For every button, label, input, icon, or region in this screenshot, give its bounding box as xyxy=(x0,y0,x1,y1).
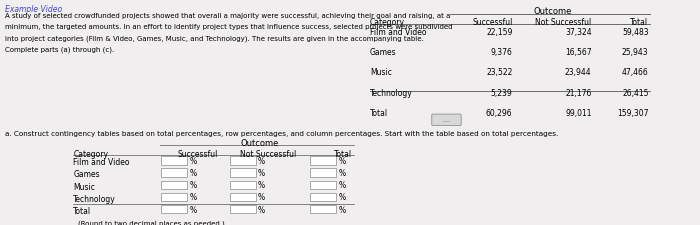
FancyBboxPatch shape xyxy=(230,156,256,165)
Text: 37,324: 37,324 xyxy=(565,27,592,36)
Text: Not Successful: Not Successful xyxy=(240,150,296,159)
Text: %: % xyxy=(258,180,265,189)
Text: A study of selected crowdfunded projects showed that overall a majority were suc: A study of selected crowdfunded projects… xyxy=(5,13,450,19)
Text: %: % xyxy=(338,205,345,214)
FancyBboxPatch shape xyxy=(162,169,187,177)
FancyBboxPatch shape xyxy=(310,205,336,213)
Text: Total: Total xyxy=(334,150,351,159)
Text: 23,944: 23,944 xyxy=(565,68,592,77)
Text: Category: Category xyxy=(370,18,405,27)
Text: %: % xyxy=(258,168,265,177)
Text: 23,522: 23,522 xyxy=(486,68,512,77)
Text: 22,159: 22,159 xyxy=(486,27,512,36)
Text: Outcome: Outcome xyxy=(533,7,572,16)
Text: Games: Games xyxy=(370,48,397,57)
Text: Successful: Successful xyxy=(178,150,218,159)
Text: 9,376: 9,376 xyxy=(491,48,512,57)
Text: %: % xyxy=(190,193,197,202)
Text: Outcome: Outcome xyxy=(240,138,279,147)
FancyBboxPatch shape xyxy=(162,181,187,189)
FancyBboxPatch shape xyxy=(230,181,256,189)
FancyBboxPatch shape xyxy=(310,181,336,189)
Text: (Round to two decimal places as needed.): (Round to two decimal places as needed.) xyxy=(78,220,225,225)
Text: Music: Music xyxy=(74,182,95,191)
FancyBboxPatch shape xyxy=(310,169,336,177)
Text: %: % xyxy=(338,180,345,189)
FancyBboxPatch shape xyxy=(230,205,256,213)
Text: 25,943: 25,943 xyxy=(622,48,649,57)
Text: Technology: Technology xyxy=(74,194,116,203)
Text: %: % xyxy=(258,193,265,202)
Text: Not Successful: Not Successful xyxy=(536,18,592,27)
Text: 47,466: 47,466 xyxy=(622,68,649,77)
Text: 5,239: 5,239 xyxy=(491,88,512,97)
FancyBboxPatch shape xyxy=(230,193,256,201)
Text: %: % xyxy=(190,180,197,189)
Text: %: % xyxy=(258,156,265,165)
Text: %: % xyxy=(338,156,345,165)
Text: minimum, the targeted amounts. In an effort to identify project types that influ: minimum, the targeted amounts. In an eff… xyxy=(5,24,452,30)
Text: 159,307: 159,307 xyxy=(617,109,649,118)
Text: Music: Music xyxy=(370,68,392,77)
Text: %: % xyxy=(190,156,197,165)
Text: into project categories (Film & Video, Games, Music, and Technology). The result: into project categories (Film & Video, G… xyxy=(5,35,423,41)
Text: Category: Category xyxy=(74,150,108,159)
Text: 21,176: 21,176 xyxy=(565,88,592,97)
Text: %: % xyxy=(338,193,345,202)
Text: 59,483: 59,483 xyxy=(622,27,649,36)
Text: %: % xyxy=(258,205,265,214)
Text: Total: Total xyxy=(631,18,649,27)
FancyBboxPatch shape xyxy=(310,156,336,165)
Text: Total: Total xyxy=(74,206,92,215)
FancyBboxPatch shape xyxy=(432,115,461,126)
Text: a. Construct contingency tables based on total percentages, row percentages, and: a. Construct contingency tables based on… xyxy=(5,131,558,137)
Text: Example Video: Example Video xyxy=(5,5,62,14)
Text: 26,415: 26,415 xyxy=(622,88,649,97)
Text: Film and Video: Film and Video xyxy=(370,27,426,36)
FancyBboxPatch shape xyxy=(310,193,336,201)
Text: 99,011: 99,011 xyxy=(565,109,592,118)
Text: Games: Games xyxy=(74,170,100,179)
FancyBboxPatch shape xyxy=(162,156,187,165)
Text: 16,567: 16,567 xyxy=(565,48,592,57)
Text: Complete parts (a) through (c).: Complete parts (a) through (c). xyxy=(5,46,114,52)
Text: %: % xyxy=(190,168,197,177)
Text: %: % xyxy=(190,205,197,214)
Text: Technology: Technology xyxy=(370,88,413,97)
FancyBboxPatch shape xyxy=(162,205,187,213)
FancyBboxPatch shape xyxy=(162,193,187,201)
Text: %: % xyxy=(338,168,345,177)
Text: Film and Video: Film and Video xyxy=(74,158,130,166)
Text: 60,296: 60,296 xyxy=(486,109,512,118)
Text: ....: .... xyxy=(442,118,451,123)
Text: Successful: Successful xyxy=(472,18,512,27)
Text: Total: Total xyxy=(370,109,388,118)
FancyBboxPatch shape xyxy=(230,169,256,177)
